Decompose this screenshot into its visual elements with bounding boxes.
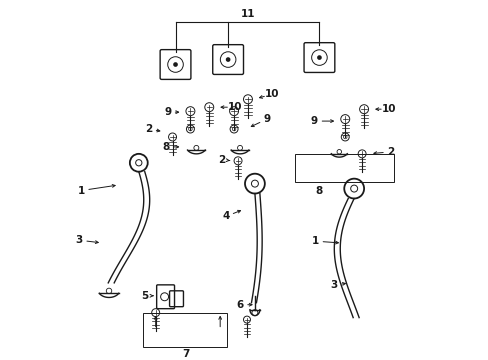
Text: 1: 1 [78, 185, 85, 195]
Bar [142, 312, 226, 347]
Text: 2: 2 [145, 124, 152, 134]
Text: 11: 11 [240, 9, 255, 19]
Text: 1: 1 [311, 236, 319, 246]
Text: 10: 10 [381, 104, 395, 114]
Text: 8: 8 [162, 142, 169, 152]
Text: 7: 7 [182, 349, 189, 359]
Text: 9: 9 [263, 114, 270, 124]
Text: 2: 2 [218, 155, 225, 165]
Circle shape [316, 55, 321, 60]
Bar [294, 154, 393, 182]
Text: 3: 3 [330, 280, 337, 290]
Circle shape [173, 62, 178, 67]
Text: 9: 9 [163, 107, 171, 117]
Text: 10: 10 [227, 102, 242, 112]
Text: 4: 4 [222, 211, 229, 221]
Text: 8: 8 [315, 185, 323, 195]
Text: 9: 9 [310, 116, 317, 126]
Text: 3: 3 [76, 235, 82, 245]
Text: 10: 10 [264, 89, 279, 99]
Text: 5: 5 [141, 291, 148, 301]
Text: 6: 6 [236, 300, 243, 310]
Circle shape [225, 57, 230, 62]
Text: 2: 2 [386, 147, 394, 157]
